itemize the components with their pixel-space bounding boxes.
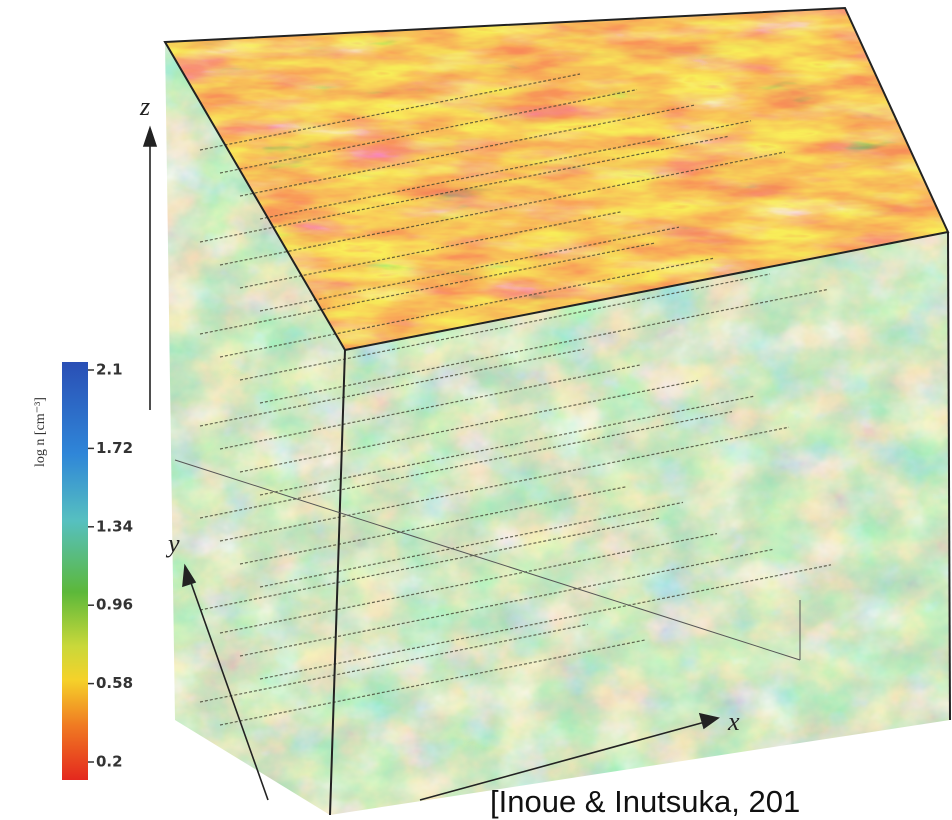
colorbar	[62, 362, 88, 780]
colorbar-tick-label: 1.72	[96, 439, 133, 457]
colorbar-tick-label: 0.96	[96, 596, 133, 614]
colorbar-tick-label: 0.2	[96, 753, 123, 771]
citation: [Inoue & Inutsuka, 201	[490, 784, 800, 819]
x-axis-label: x	[727, 707, 740, 736]
colorbar-tick-label: 1.34	[96, 517, 133, 535]
z-axis-label: z	[139, 92, 150, 121]
colorbar-tick-label: 2.1	[96, 361, 123, 379]
page: z y x log n [cm⁻³] 2.1 1.72 1.34 0.96 0.58 0.…	[0, 0, 952, 820]
colorbar-label: log n [cm⁻³]	[33, 397, 48, 467]
figure: z y x log n [cm⁻³] 2.1 1.72 1.34 0.96 0.58 0.…	[0, 0, 952, 820]
y-axis-label: y	[165, 529, 180, 558]
colorbar-tick-label: 0.58	[96, 674, 133, 692]
